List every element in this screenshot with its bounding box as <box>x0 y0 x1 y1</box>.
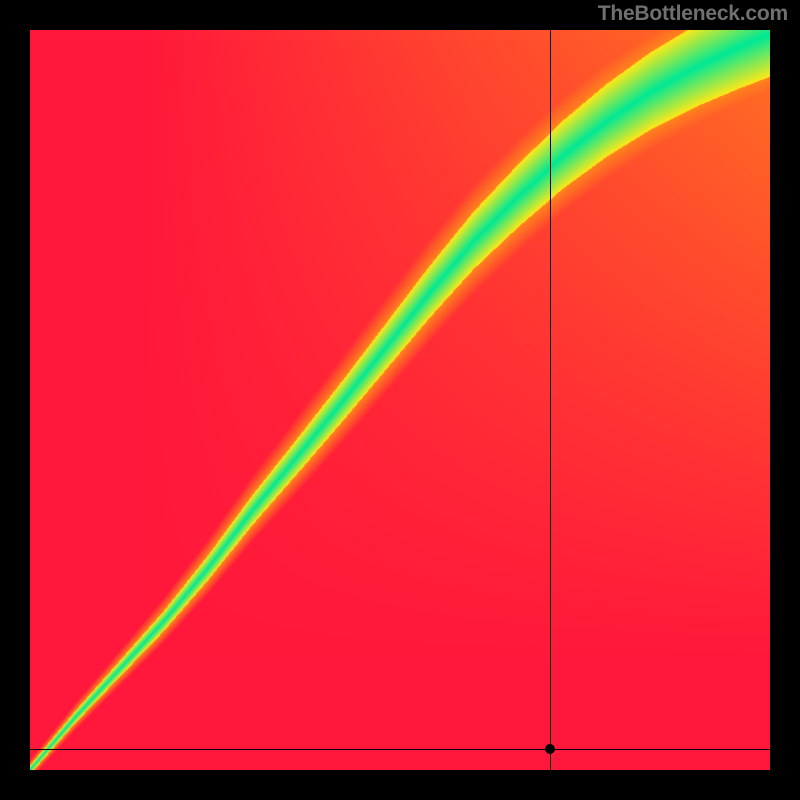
heatmap-plot <box>30 30 770 770</box>
chart-container: TheBottleneck.com <box>0 0 800 800</box>
crosshair-vertical-line <box>550 30 551 770</box>
heatmap-canvas <box>30 30 770 770</box>
crosshair-marker-dot <box>545 744 555 754</box>
crosshair-horizontal-line <box>30 749 770 750</box>
watermark-text: TheBottleneck.com <box>598 2 788 26</box>
